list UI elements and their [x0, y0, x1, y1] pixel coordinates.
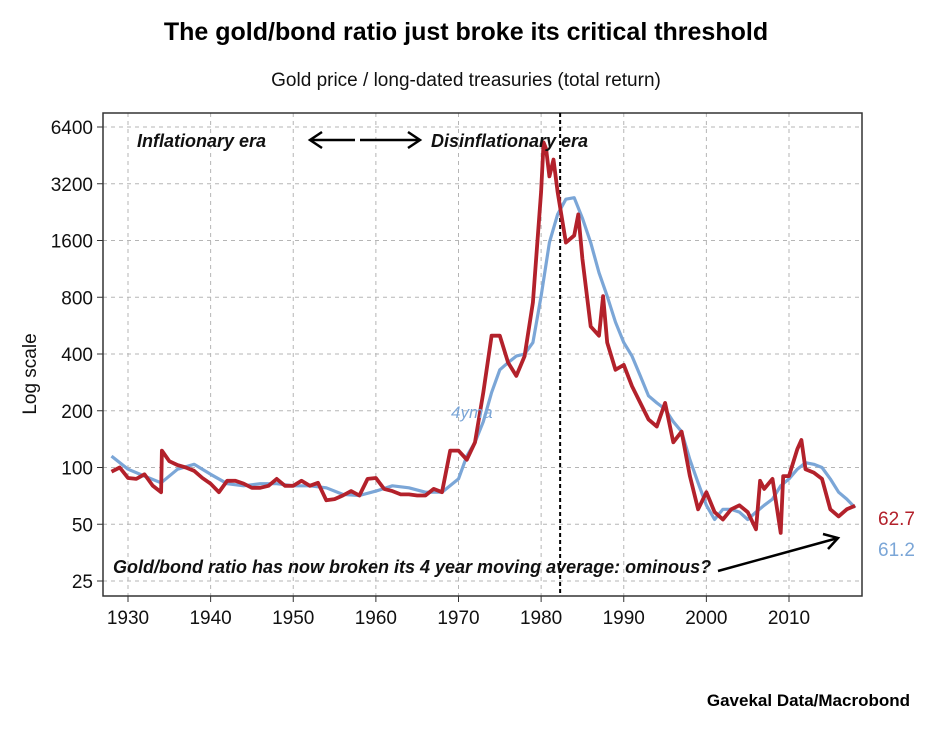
- x-tick-label: 2010: [768, 608, 810, 629]
- y-tick-label: 800: [61, 288, 93, 309]
- series-group: [110, 140, 857, 535]
- chart-subtitle: Gold price / long-dated treasuries (tota…: [271, 70, 661, 91]
- x-tick-label: 1950: [272, 608, 314, 629]
- ma-end-label: 61.2: [878, 540, 915, 561]
- y-axis-label: Log scale: [20, 333, 41, 414]
- y-tick-label: 25: [72, 572, 93, 593]
- left-arrow-icon: [307, 130, 355, 150]
- annotations: Inflationary era Disinflationary era 4ym…: [113, 130, 915, 577]
- ma-series-label: 4yma: [451, 403, 493, 422]
- chart-title: The gold/bond ratio just broke its criti…: [164, 18, 768, 46]
- y-tick-label: 6400: [51, 118, 93, 139]
- four-year-ma-line: [110, 196, 857, 522]
- disinflationary-era-label: Disinflationary era: [431, 131, 588, 151]
- source-label: Gavekal Data/Macrobond: [707, 691, 910, 710]
- x-tick-label: 1930: [107, 608, 149, 629]
- inflationary-era-label: Inflationary era: [137, 131, 266, 151]
- axes: 25 50 100 200 400 800 1600 3200 6400 1930 1940 1950…: [51, 112, 863, 629]
- y-tick-label: 1600: [51, 232, 93, 253]
- plot-frame: [102, 112, 863, 597]
- y-tick-label: 3200: [51, 175, 93, 196]
- note-arrow-icon: [717, 532, 841, 573]
- gold-bond-ratio-line: [110, 140, 856, 535]
- x-tick-label: 1970: [437, 608, 479, 629]
- right-arrow-icon: [360, 130, 423, 150]
- grid: [103, 113, 862, 596]
- y-tick-label: 100: [61, 459, 93, 480]
- y-tick-label: 200: [61, 402, 93, 423]
- note-annotation: Gold/bond ratio has now broken its 4 yea…: [113, 557, 711, 577]
- ratio-end-label: 62.7: [878, 509, 915, 530]
- x-tick-label: 1960: [355, 608, 397, 629]
- y-tick-label: 50: [72, 515, 93, 536]
- y-tick-label: 400: [61, 345, 93, 366]
- x-tick-label: 1940: [189, 608, 231, 629]
- x-tick-label: 1990: [603, 608, 645, 629]
- x-tick-label: 1980: [520, 608, 562, 629]
- x-tick-label: 2000: [685, 608, 727, 629]
